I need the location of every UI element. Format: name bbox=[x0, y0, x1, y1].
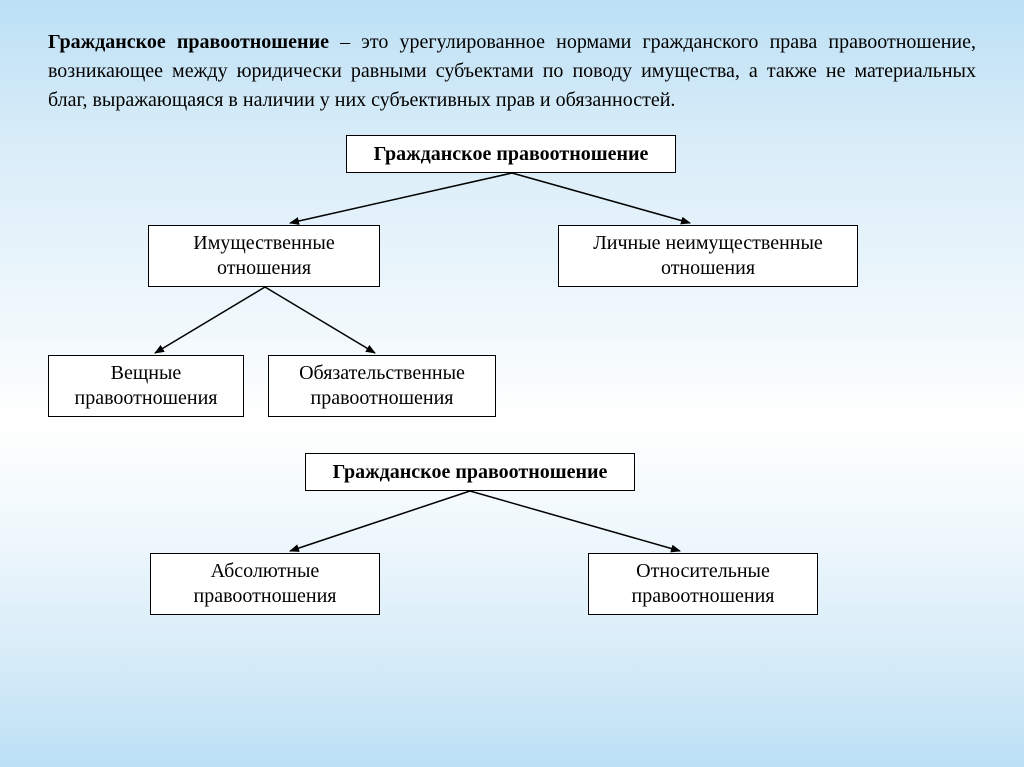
node-d1-root: Гражданское правоотношение bbox=[346, 135, 676, 173]
node-d2-right: Относительныеправоотношения bbox=[588, 553, 818, 615]
node-d1-left: Имущественныеотношения bbox=[148, 225, 380, 287]
definition-paragraph: Гражданское правоотношение – это урегули… bbox=[0, 0, 1024, 135]
node-d1-lleft: Вещныеправоотношения bbox=[48, 355, 244, 417]
node-d1-lright: Обязательственныеправоотношения bbox=[268, 355, 496, 417]
diagram-classification-1: Гражданское правоотношение Имущественныео… bbox=[0, 135, 1024, 425]
node-d2-left: Абсолютныеправоотношения bbox=[150, 553, 380, 615]
node-d2-root: Гражданское правоотношение bbox=[305, 453, 635, 491]
diagram-classification-2: Гражданское правоотношение Абсолютныеправ… bbox=[0, 453, 1024, 623]
definition-term: Гражданское правоотношение bbox=[48, 31, 329, 53]
node-d1-right: Личные неимущественныеотношения bbox=[558, 225, 858, 287]
